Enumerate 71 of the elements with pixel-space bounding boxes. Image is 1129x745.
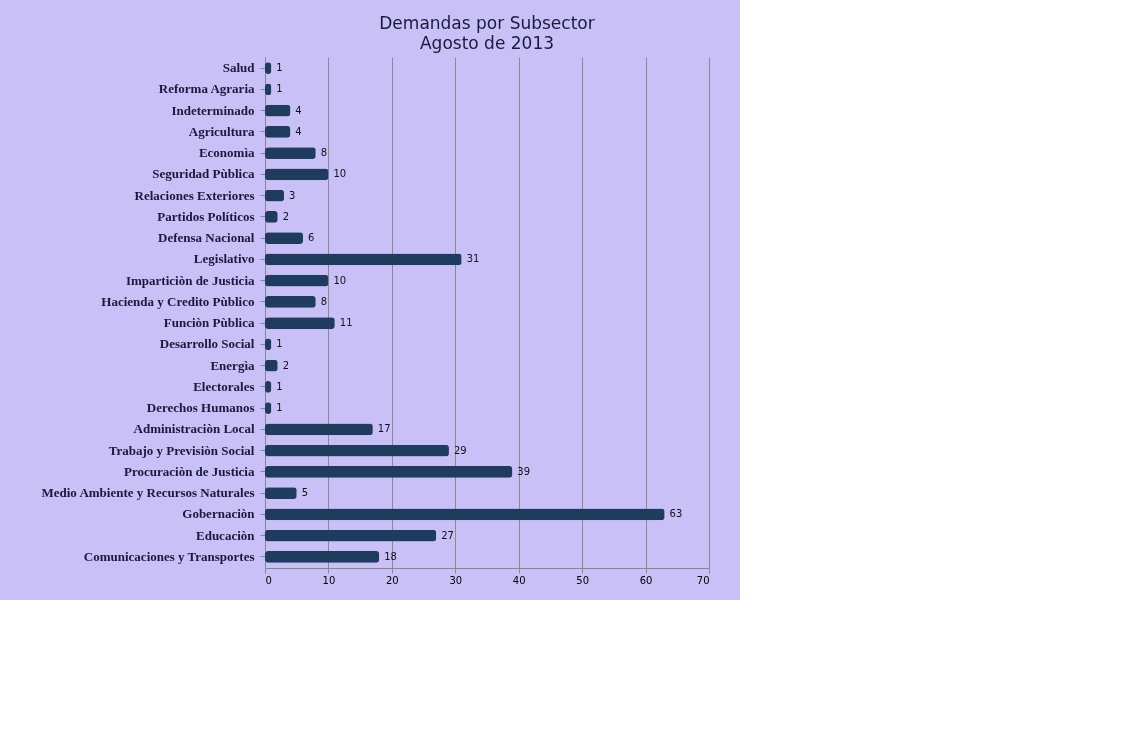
x-tick-label: 20 [385,574,399,586]
x-tick-label: 30 [449,574,463,586]
data-label: 1 [276,338,283,350]
data-label: 63 [669,508,683,520]
data-label: 18 [384,550,397,562]
data-label: 11 [339,317,353,329]
data-label: 3 [289,189,296,201]
bar [265,529,437,542]
data-label: 8 [320,147,328,159]
data-label: 17 [377,423,391,435]
data-label: 6 [308,232,315,244]
y-tick-label: Gobernaciòn [182,506,256,522]
y-tick-label: Medio Ambiente y Recursos Naturales [41,485,255,501]
bar [265,253,462,266]
data-label: 1 [276,62,283,74]
y-tick-label: Desarrollo Social [159,336,255,352]
x-tick-label: 50 [576,574,590,586]
y-tick-label: Educaciòn [195,527,256,543]
data-label: 8 [320,295,328,307]
y-tick-label: Salud [222,60,256,76]
x-tick-label: 60 [639,574,653,586]
data-label: 10 [333,274,347,286]
y-tick-label: Economìa [198,145,255,161]
data-label: 1 [276,380,283,392]
y-tick-label: Energìa [210,357,255,373]
data-label: 2 [282,210,290,222]
y-tick-label: Indeterminado [171,102,255,118]
y-tick-label: Trabajo y Previsiòn Social [108,442,255,458]
data-label: 10 [333,168,347,180]
data-label: 5 [301,487,309,499]
bar [265,466,513,478]
y-tick-label: Relaciones Exteriores [134,187,255,203]
y-tick-label: Hacienda y Credito Pùblico [101,293,255,309]
x-tick-label: 10 [322,574,336,586]
data-label: 27 [441,529,454,541]
chart-subtitle: Agosto de 2013 [419,33,555,53]
data-label: 4 [295,125,302,137]
bar [265,147,316,159]
data-label: 2 [282,359,290,371]
y-tick-label: Procuraciòn de Justicia [124,463,255,479]
bar [265,551,380,563]
y-tick-label: Partidos Políticos [157,208,255,224]
bar [265,232,304,244]
y-tick-label: Funciòn Pùblica [163,315,255,331]
y-tick-label: Agricultura [188,123,255,139]
chart-title: Demandas por Subsector [379,13,595,33]
y-tick-label: Legislativo [193,251,255,267]
x-tick-label: 70 [696,574,710,586]
x-tick-label: 0 [265,574,272,586]
bar [265,508,665,521]
bar [265,423,373,436]
data-label: 1 [276,402,283,414]
bar [265,317,335,329]
data-label: 1 [276,83,283,95]
bar [265,296,316,308]
x-tick-label: 40 [512,574,526,586]
y-tick-label: Seguridad Pùblica [152,166,255,182]
bar [265,274,329,287]
data-label: 29 [453,444,467,456]
y-tick-label: Comunicaciones y Transportes [83,548,255,564]
y-tick-label: Imparticiòn de Justicia [125,272,255,288]
y-tick-label: Reforma Agraria [158,81,255,97]
data-label: 39 [517,465,531,477]
data-label: 4 [295,104,302,116]
bar [265,168,329,181]
y-tick-label: Derechos Humanos [146,400,255,416]
y-tick-label: Defensa Nacional [158,230,255,246]
data-label: 31 [466,253,480,265]
y-tick-label: Electorales [193,378,255,394]
bar [265,444,449,457]
y-tick-label: Administraciòn Local [133,421,255,437]
